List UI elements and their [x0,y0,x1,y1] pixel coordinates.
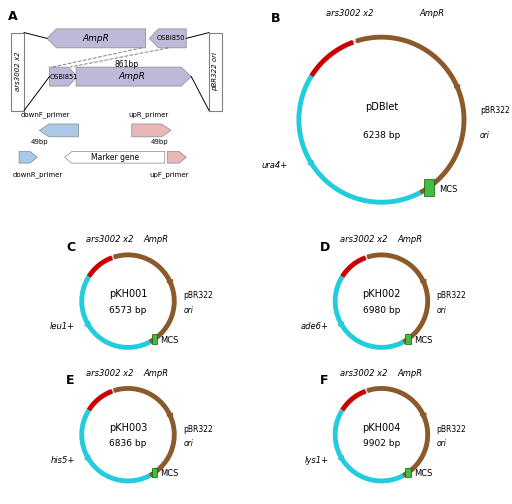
Text: D: D [320,241,330,254]
Text: OSBI850: OSBI850 [157,35,185,41]
FancyArrow shape [76,67,191,86]
Text: lys1+: lys1+ [305,456,329,465]
FancyBboxPatch shape [405,468,411,477]
FancyArrow shape [47,29,146,48]
Text: MCS: MCS [439,185,458,194]
FancyArrow shape [150,29,186,48]
Text: pBR322: pBR322 [480,106,510,115]
FancyArrow shape [19,152,37,163]
Text: AmpR: AmpR [397,368,422,377]
Text: pBR322 ori: pBR322 ori [212,52,218,91]
Text: his5+: his5+ [51,456,75,465]
Text: 49bp: 49bp [31,139,48,145]
Circle shape [299,37,464,202]
Text: MCS: MCS [160,469,179,478]
Text: ars3002 x2: ars3002 x2 [326,9,373,18]
Text: ars3002 x2: ars3002 x2 [86,235,134,244]
Text: 49bp: 49bp [151,139,168,145]
Circle shape [335,255,428,347]
Text: pKH002: pKH002 [362,289,401,299]
FancyBboxPatch shape [424,178,434,196]
FancyBboxPatch shape [152,468,157,477]
Text: OSBI851: OSBI851 [49,74,77,80]
FancyArrow shape [65,152,165,163]
Text: ori: ori [183,439,193,448]
Text: downR_primer: downR_primer [13,171,63,177]
Circle shape [335,389,428,481]
Text: 6980 bp: 6980 bp [363,305,400,314]
FancyArrow shape [167,152,186,163]
FancyArrow shape [39,124,78,137]
Text: 6573 bp: 6573 bp [110,305,146,314]
Text: pDBlet: pDBlet [365,102,398,112]
FancyBboxPatch shape [405,334,411,344]
Text: upR_primer: upR_primer [128,111,168,118]
Text: F: F [320,374,328,387]
Text: AmpR: AmpR [144,235,169,244]
Text: upF_primer: upF_primer [150,171,189,177]
Text: ori: ori [183,305,193,314]
Text: pKH004: pKH004 [362,423,400,432]
Bar [209,33,222,110]
FancyBboxPatch shape [152,334,157,344]
FancyArrow shape [132,124,171,137]
Text: pBR322: pBR322 [183,425,213,434]
Text: 6238 bp: 6238 bp [363,131,400,140]
Text: MCS: MCS [414,336,432,345]
Text: ars3002 x2: ars3002 x2 [86,368,134,377]
Text: AmpR: AmpR [118,72,145,81]
Text: pBR322: pBR322 [437,291,466,300]
Text: leu1+: leu1+ [50,322,75,331]
Text: pKH001: pKH001 [109,289,147,299]
Text: ars3002 x2: ars3002 x2 [15,51,21,91]
Text: MCS: MCS [160,336,179,345]
Text: pBR322: pBR322 [437,425,466,434]
Text: AmpR: AmpR [83,34,110,43]
Text: C: C [67,241,75,254]
Text: ars3002 x2: ars3002 x2 [339,368,387,377]
Text: ori: ori [480,131,490,140]
Text: ars3002 x2: ars3002 x2 [339,235,387,244]
Text: A: A [8,10,17,23]
Text: Marker gene: Marker gene [91,153,139,162]
Text: 9902 bp: 9902 bp [363,439,400,448]
Text: ura4+: ura4+ [261,161,287,170]
Circle shape [82,389,174,481]
Circle shape [82,255,174,347]
Text: pBR322: pBR322 [183,291,213,300]
FancyArrow shape [50,67,77,86]
Text: B: B [271,12,281,25]
Text: ori: ori [437,439,446,448]
Text: 861bp: 861bp [115,60,139,69]
Text: E: E [67,374,75,387]
Text: ade6+: ade6+ [301,322,329,331]
Text: MCS: MCS [414,469,432,478]
Text: AmpR: AmpR [419,9,444,18]
Text: pKH003: pKH003 [109,423,147,432]
Text: AmpR: AmpR [397,235,422,244]
Bar [11,33,24,110]
Text: AmpR: AmpR [144,368,169,377]
Text: ori: ori [437,305,446,314]
Text: downF_primer: downF_primer [20,111,70,118]
Text: 6836 bp: 6836 bp [110,439,146,448]
